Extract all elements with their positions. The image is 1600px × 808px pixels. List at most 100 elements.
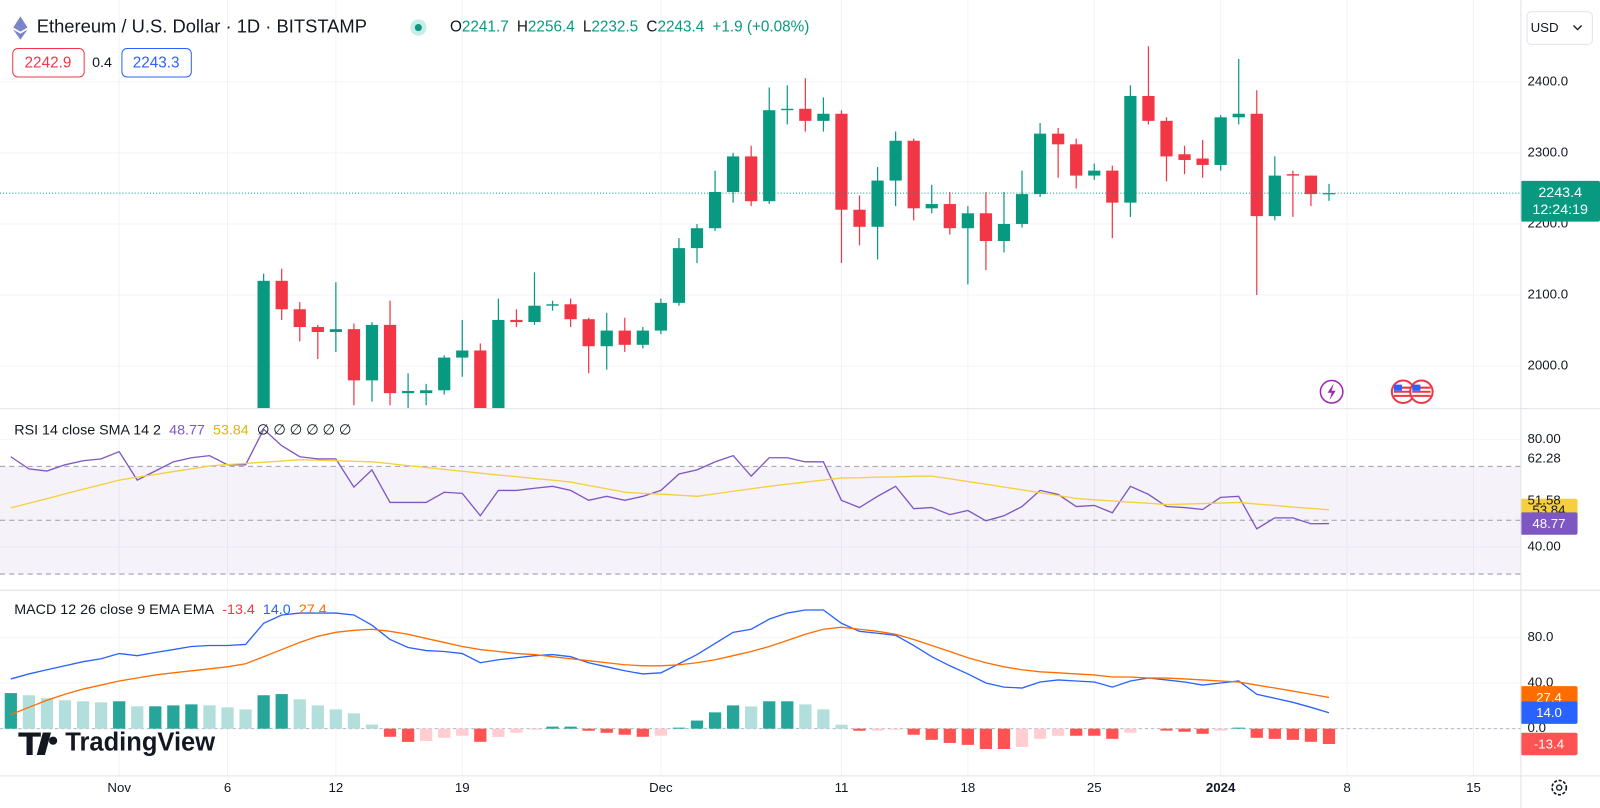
ohlc-value: 2232.5 [591,19,638,36]
y-tick-label: 2400.0 [1528,73,1569,88]
rsi-axis-note: 51.58 [1528,492,1561,507]
candle-body [708,191,722,229]
ohlc-label: C [646,19,657,36]
histogram-bar [654,728,668,736]
x-tick-label: 8 [1343,780,1350,795]
y-tick-label: 80.0 [1528,629,1554,644]
x-tick-label: 19 [455,780,470,795]
candle-body [1015,194,1029,224]
candle-body [1142,95,1155,121]
histogram-bar [979,728,993,749]
y-tick-label: 2100.0 [1528,287,1569,302]
histogram-bar [94,702,108,729]
candle-body [1124,95,1137,203]
histogram-bar [925,728,938,740]
histogram-bar [997,728,1011,749]
candles [257,46,1336,409]
candle-body [997,223,1011,242]
histogram-bar [636,728,649,737]
candle-body [979,213,993,242]
candle-body [853,209,866,227]
histogram-bar [763,701,776,729]
spread: 0.4 [92,55,112,71]
candle-body [618,330,631,345]
candle-body [672,248,686,303]
candle-body [1250,113,1263,217]
histogram-bar [1232,727,1245,729]
candle-body [1232,113,1245,118]
flag-canton [1393,384,1403,391]
candle-body [745,156,758,202]
change: +1.9 (+0.08%) [712,19,809,36]
candle-body [474,350,487,409]
histogram-bar [726,705,740,729]
countdown: 12:24:19 [1532,202,1588,218]
histogram-bar [257,695,270,729]
currency-button[interactable] [1526,11,1593,45]
histogram-bar [943,728,956,743]
candle-body [1286,174,1300,176]
candle-body [401,391,415,394]
histogram-bar [853,728,866,731]
logo-mark [18,732,58,755]
histogram-bar [618,728,631,735]
histogram-bar [1178,728,1191,732]
hist-tag: -13.4 [1534,736,1564,751]
histogram-bar [582,728,595,731]
histogram-bar [311,705,324,729]
candle-body [781,108,794,111]
candle-body [636,330,649,345]
histogram-bar [871,728,884,731]
histogram-bar [76,701,90,729]
candle-body [1070,144,1083,176]
candle-body [1106,170,1119,203]
candle-body [528,305,541,323]
candle-body [1088,170,1101,176]
x-tick-label: Nov [107,780,131,795]
histogram-bar [1268,728,1281,739]
histogram-bar [185,704,198,729]
histogram-bar [1304,728,1318,742]
settings-button[interactable] [1551,779,1568,796]
ohlc-value: 2256.4 [528,19,575,36]
series-line [10,609,1330,714]
candle-body [961,213,974,229]
candle-body [889,140,902,181]
x-tick-label: 15 [1466,780,1481,795]
candle-body [943,204,956,229]
histogram-bar [961,728,974,745]
histogram-bar [781,701,794,729]
histogram-bar [889,728,902,730]
marks-layer: Nov 6 12 19 Dec 11 18 25 2024 8 152000.02100.02200… [0,46,1600,795]
x-tick-label: 25 [1087,780,1102,795]
symbol-title: Ethereum / U.S. Dollar · 1D · BITSTAMP [37,15,367,36]
candle-body [329,329,342,333]
signal-tag: 27.4 [1536,690,1562,705]
y-tick-label: 0.0 [1528,720,1546,735]
candle-body [654,302,668,331]
candle-body [871,180,884,227]
candle-body [275,280,288,310]
candle-body [1214,117,1227,165]
grid-layer [0,0,1521,776]
rsi-axis-note: 62.28 [1528,451,1561,466]
rsi-sma-value: 53.84 [213,422,249,438]
bid-box[interactable] [12,47,85,78]
eth-icon [13,16,28,40]
ask-box[interactable] [121,47,192,78]
histogram-bar [4,693,17,729]
candle-body [257,280,270,409]
histogram-bar [1106,728,1119,739]
last-price-bg [1520,180,1600,222]
candle-body [1178,154,1191,160]
histogram-bar [239,709,252,729]
candle-body [799,108,812,121]
histogram-bar [58,700,72,729]
histogram-bar [510,728,523,733]
series-line [10,626,1330,716]
ohlc-label: L [583,19,592,36]
histogram-bar [745,706,758,729]
histogram-bar [799,704,812,729]
